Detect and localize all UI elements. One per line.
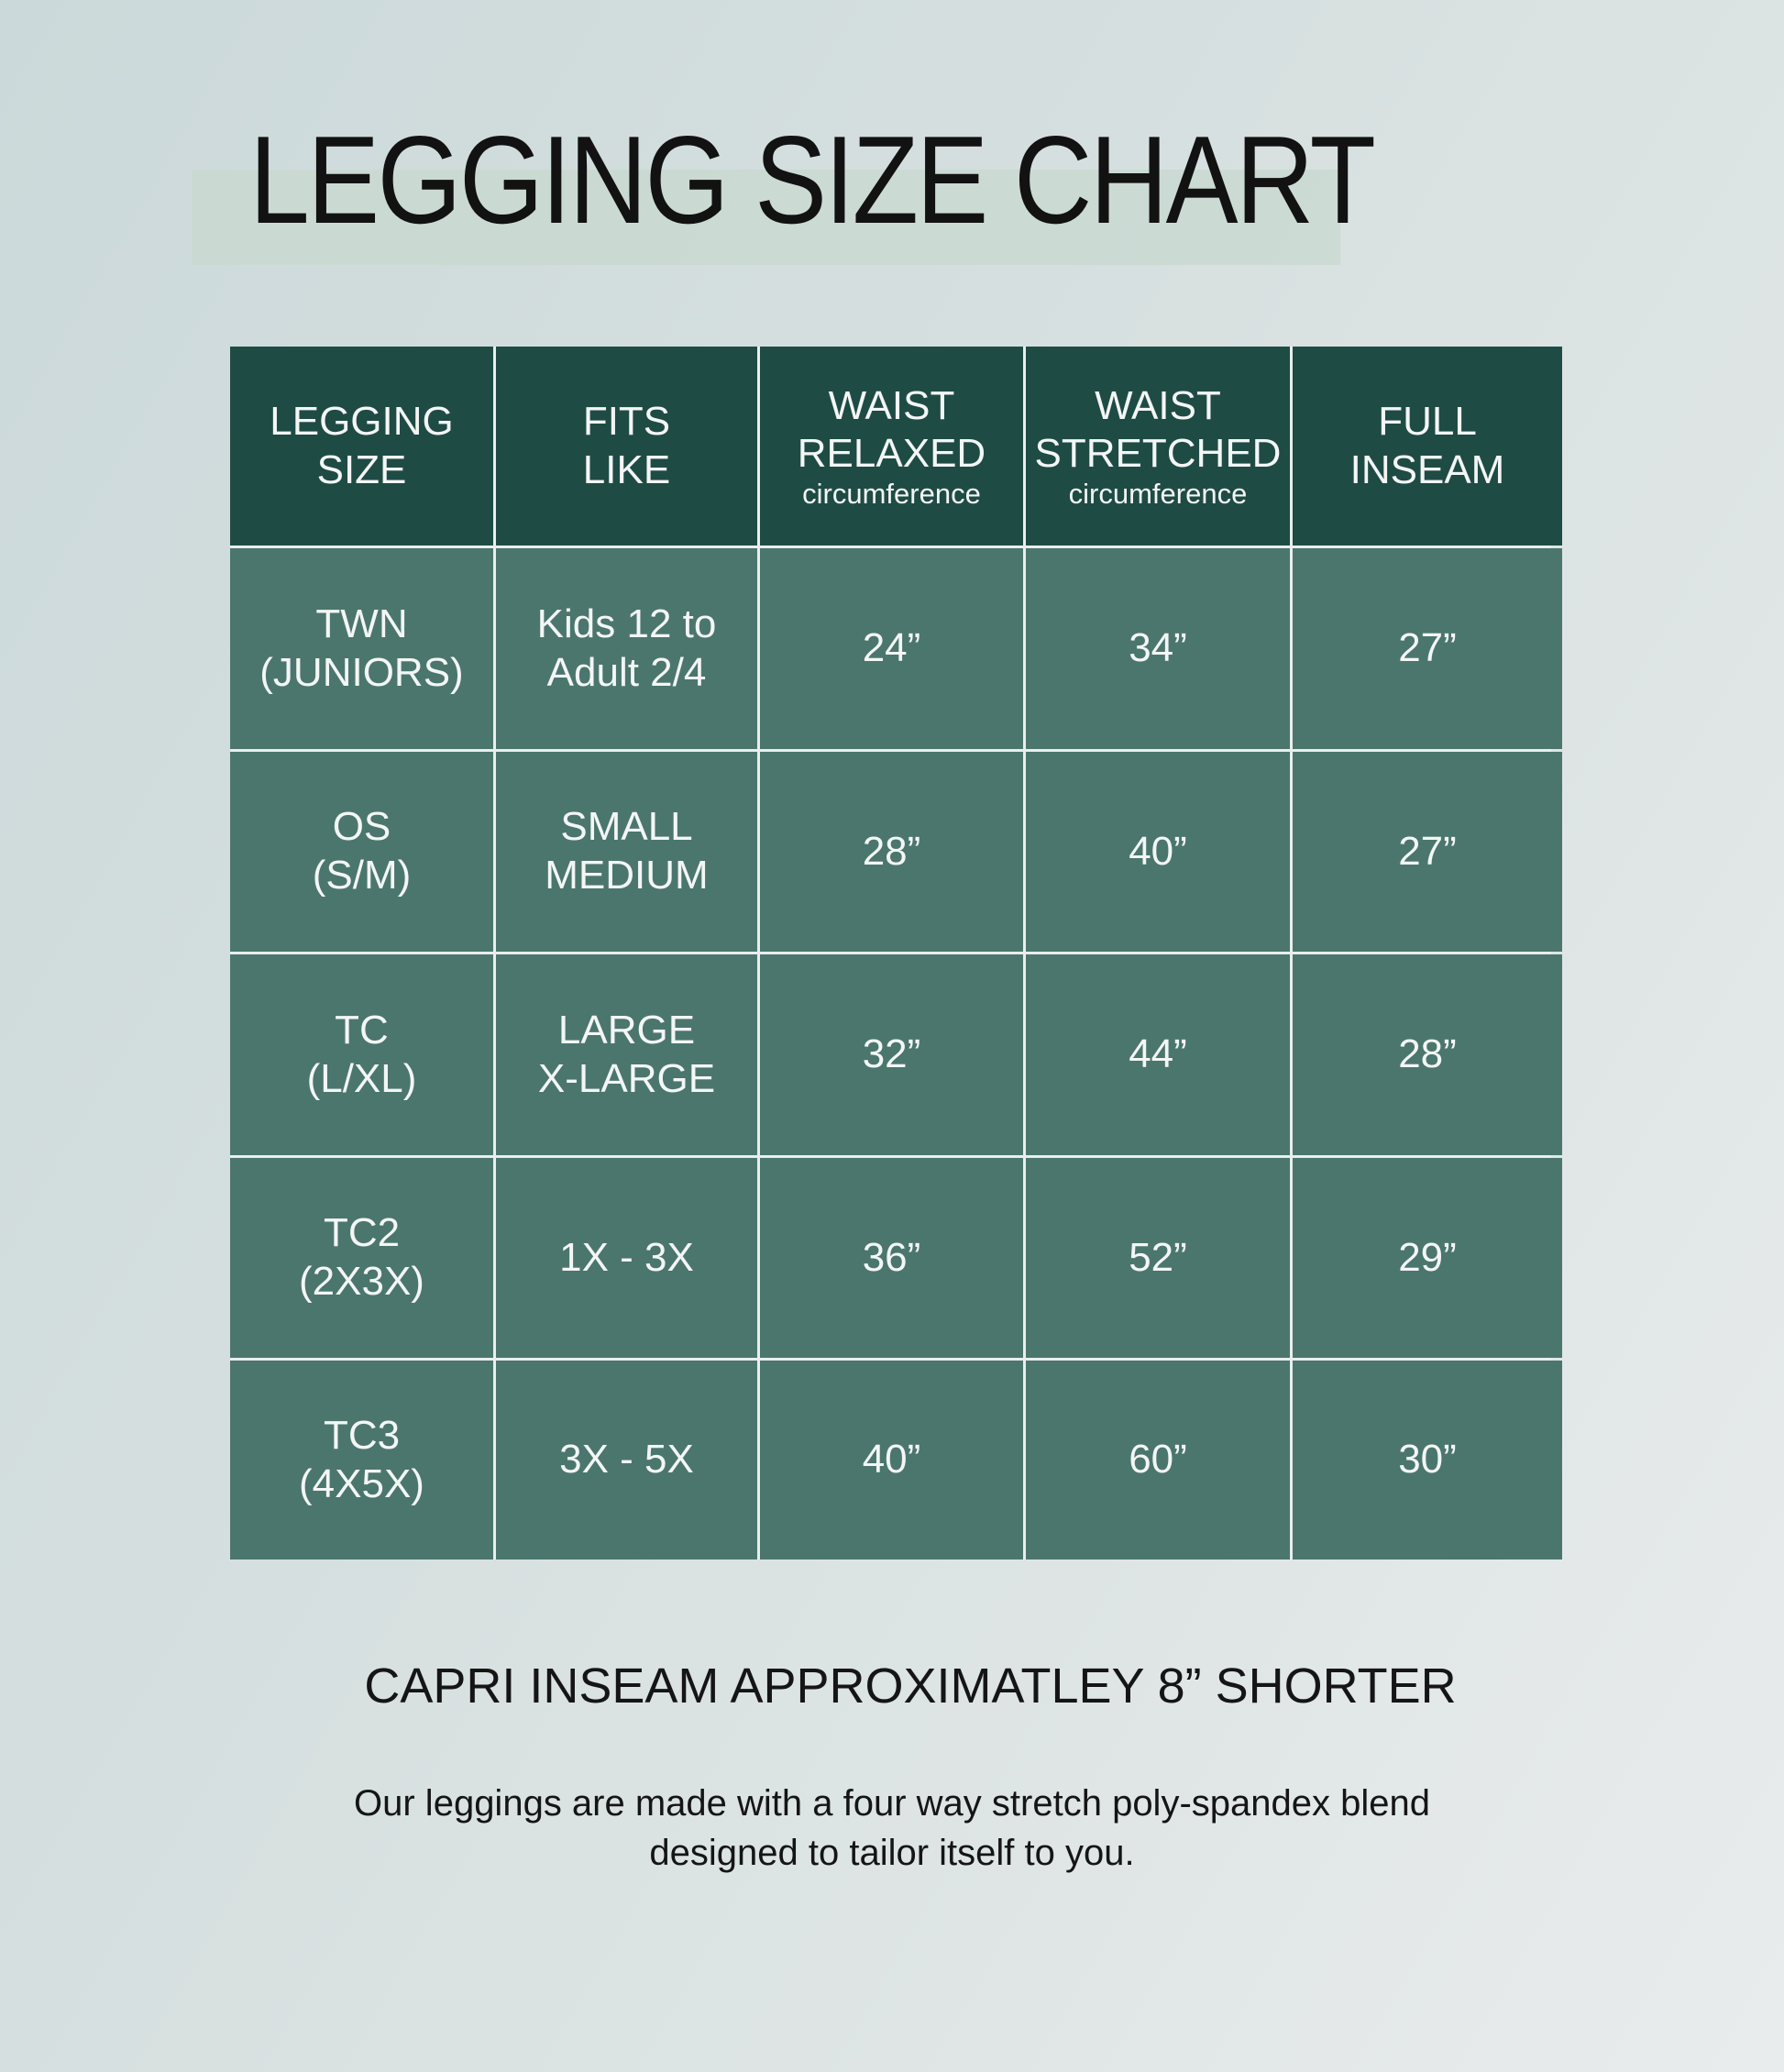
stretched-cell: 34”: [1026, 548, 1290, 749]
relaxed-cell: 32”: [760, 954, 1023, 1155]
header-subtitle: circumference: [802, 478, 981, 511]
fits-like-cell: 3X - 5X: [496, 1361, 757, 1560]
cell-line: SMALL: [560, 804, 693, 850]
cell-line: 1X - 3X: [559, 1234, 694, 1280]
relaxed-cell: 36”: [760, 1158, 1023, 1358]
description-line: Our leggings are made with a four way st…: [354, 1783, 1430, 1824]
relaxed-cell: 40”: [760, 1361, 1023, 1560]
cell-line: OS: [332, 804, 391, 850]
table-header-cell: FITS LIKE: [496, 347, 757, 546]
inseam-cell: 29”: [1293, 1158, 1562, 1358]
cell-line: Kids 12 to: [536, 601, 717, 646]
fits-like-cell: Kids 12 to Adult 2/4: [496, 548, 757, 749]
cell-line: (4X5X): [299, 1460, 424, 1506]
cell-value: 40”: [1129, 828, 1187, 874]
header-line: LEGGING: [270, 398, 454, 444]
header-line: WAIST: [1095, 382, 1221, 428]
description-line: designed to tailor itself to you.: [649, 1833, 1135, 1873]
inseam-cell: 30”: [1293, 1361, 1562, 1560]
cell-value: 32”: [862, 1031, 921, 1077]
cell-value: 36”: [862, 1234, 921, 1280]
stretched-cell: 44”: [1026, 954, 1290, 1155]
cell-line: X-LARGE: [537, 1055, 716, 1101]
stretched-cell: 52”: [1026, 1158, 1290, 1358]
header-line: FULL: [1378, 398, 1477, 444]
stretched-cell: 40”: [1026, 752, 1290, 952]
title-highlight-bar: [192, 170, 1340, 265]
stretched-cell: 60”: [1026, 1361, 1290, 1560]
table-header-cell: WAIST STRETCHED circumference: [1026, 347, 1290, 546]
cell-line: TC3: [323, 1412, 401, 1458]
cell-value: 28”: [862, 828, 921, 874]
header-subtitle: circumference: [1068, 478, 1248, 511]
capri-note: CAPRI INSEAM APPROXIMATLEY 8” SHORTER: [364, 1659, 1457, 1714]
cell-line: (S/M): [312, 853, 412, 898]
cell-line: 3X - 5X: [559, 1437, 694, 1482]
inseam-cell: 27”: [1293, 548, 1562, 749]
inseam-cell: 27”: [1293, 752, 1562, 952]
description: Our leggings are made with a four way st…: [0, 1779, 1784, 1878]
fits-like-cell: SMALL MEDIUM: [496, 752, 757, 952]
header-line: RELAXED: [797, 431, 986, 477]
size-cell: TC3 (4X5X): [230, 1361, 493, 1560]
size-cell: TC (L/XL): [230, 954, 493, 1155]
table-header-cell: WAIST RELAXED circumference: [760, 347, 1023, 546]
cell-value: 30”: [1398, 1437, 1457, 1482]
cell-line: MEDIUM: [545, 853, 709, 898]
cell-line: LARGE: [557, 1007, 696, 1053]
header-line: WAIST: [828, 382, 955, 428]
header-line: FITS: [582, 398, 671, 444]
table-header-cell: FULL INSEAM: [1293, 347, 1562, 546]
size-chart-table: LEGGING SIZE FITS LIKE WAIST RELAXED circumfer…: [230, 347, 1562, 1560]
cell-value: 34”: [1129, 625, 1187, 671]
inseam-cell: 28”: [1293, 954, 1562, 1155]
cell-line: (L/XL): [306, 1055, 417, 1101]
cell-value: 40”: [862, 1437, 921, 1482]
header-line: LIKE: [582, 446, 671, 492]
relaxed-cell: 28”: [760, 752, 1023, 952]
header-line: INSEAM: [1349, 446, 1505, 492]
fits-like-cell: LARGE X-LARGE: [496, 954, 757, 1155]
size-cell: OS (S/M): [230, 752, 493, 952]
cell-value: 52”: [1129, 1234, 1187, 1280]
cell-value: 27”: [1398, 828, 1457, 874]
cell-line: TC: [335, 1007, 389, 1053]
cell-line: TWN: [315, 601, 408, 646]
cell-value: 28”: [1398, 1031, 1457, 1077]
fits-like-cell: 1X - 3X: [496, 1158, 757, 1358]
page-title: LEGGING SIZE CHART: [249, 110, 1376, 249]
header-line: STRETCHED: [1034, 431, 1282, 477]
cell-line: (2X3X): [299, 1259, 424, 1304]
size-cell: TWN (JUNIORS): [230, 548, 493, 749]
header-line: SIZE: [316, 446, 407, 492]
cell-line: TC2: [323, 1210, 401, 1256]
cell-value: 29”: [1398, 1234, 1457, 1280]
cell-value: 24”: [862, 625, 921, 671]
cell-value: 60”: [1129, 1437, 1187, 1482]
cell-line: (JUNIORS): [259, 649, 464, 695]
cell-value: 27”: [1398, 625, 1457, 671]
relaxed-cell: 24”: [760, 548, 1023, 749]
cell-line: Adult 2/4: [546, 649, 707, 695]
size-cell: TC2 (2X3X): [230, 1158, 493, 1358]
cell-value: 44”: [1129, 1031, 1187, 1077]
table-header-cell: LEGGING SIZE: [230, 347, 493, 546]
